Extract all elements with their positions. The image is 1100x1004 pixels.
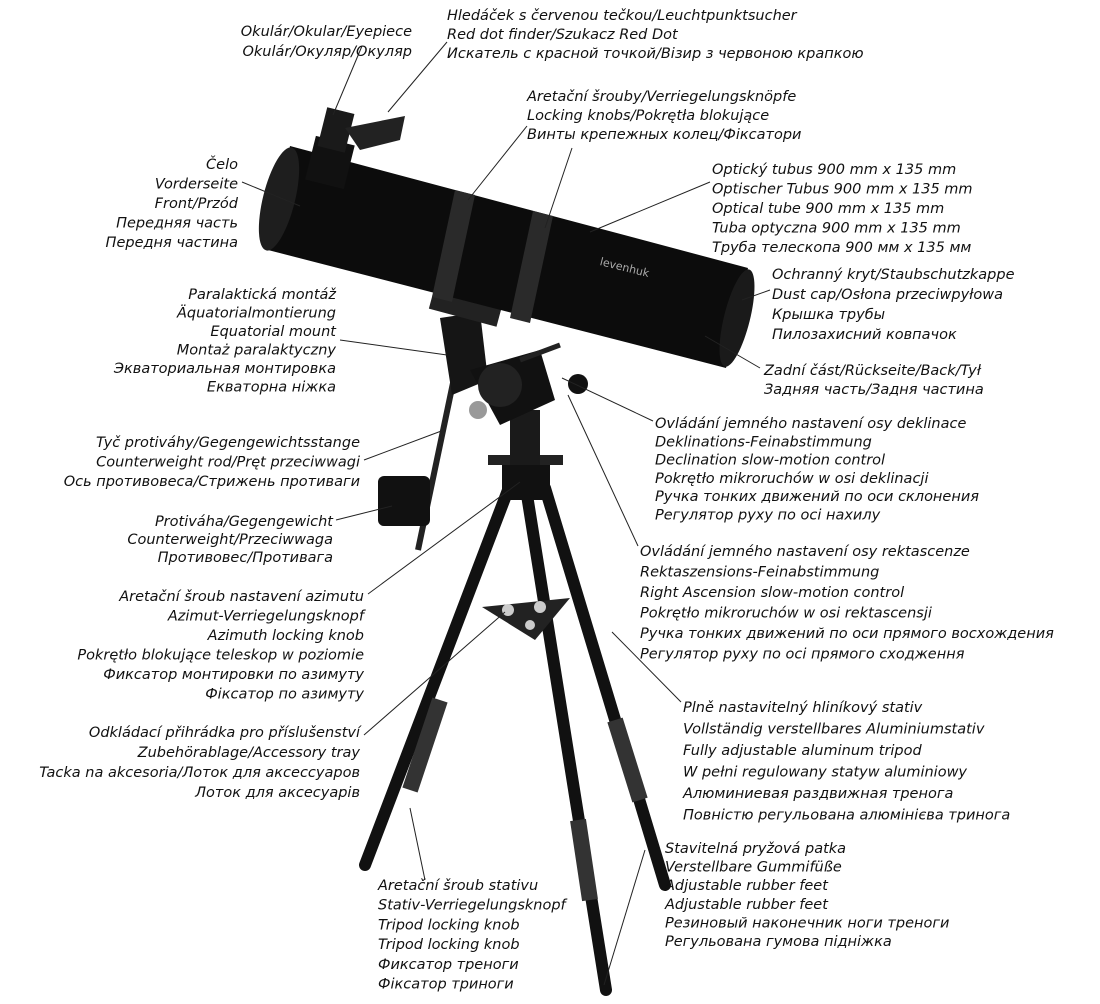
callout-label: Повністю регульована алюмінієва тринога [683, 808, 1010, 824]
callout-label: Фіксатор триноги [378, 977, 514, 993]
callout-label: Zadní část/Rückseite/Back/Tył [763, 363, 982, 379]
callout-label: Tripod locking knob [378, 937, 520, 953]
callout-label: Передня частина [106, 235, 238, 251]
callout-label: Paralaktická montáž [188, 287, 336, 303]
callout-label: Экваториальная монтировка [113, 361, 336, 377]
callout-label: Optical tube 900 mm x 135 mm [712, 201, 944, 217]
callout-label: Aretační šroub stativu [377, 878, 538, 894]
callout-label: Фиксатор монтировки по азимуту [103, 667, 364, 683]
callout-label: Регулятор руху по осі прямого сходження [640, 647, 965, 663]
callout-label: Pokrętło blokujące teleskop w poziomie [77, 648, 364, 664]
callout-label: Adjustable rubber feet [664, 897, 829, 913]
callout-label: Azimut-Verriegelungsknopf [167, 609, 366, 625]
callout-label: Ovládání jemného nastavení osy deklinace [655, 416, 966, 432]
callout-label: Dust cap/Osłona przeciwpyłowa [772, 287, 1003, 303]
callout-label: Задняя часть/Задня частина [764, 382, 984, 398]
callout-label: Montaż paralaktyczny [177, 343, 337, 359]
callout-label: Adjustable rubber feet [664, 878, 829, 894]
callout-label: Optický tubus 900 mm x 135 mm [712, 162, 956, 178]
callout-label: Екваторна ніжка [207, 380, 336, 396]
callout-label: Алюминиевая раздвижная тренога [682, 786, 953, 802]
callout-label: Stavitelná pryžová patka [665, 841, 846, 857]
callout-label: Right Ascension slow-motion control [640, 585, 904, 601]
callout-label: Azimuth locking knob [207, 628, 364, 644]
callout-label: Крышка трубы [772, 307, 885, 323]
callout-label: Front/Przód [155, 196, 239, 212]
callout-label: Equatorial mount [210, 324, 337, 340]
callout-label: Регулятор руху по осі нахилу [655, 508, 881, 524]
callout-label: Red dot finder/Szukacz Red Dot [447, 27, 679, 43]
callout-label: Counterweight rod/Pręt przeciwwagi [96, 455, 360, 471]
callout-label: Optischer Tubus 900 mm x 135 mm [712, 182, 973, 198]
callout-label: Hledáček s červenou tečkou/Leuchtpunktsu… [447, 8, 798, 24]
callout-label: Tuba optyczna 900 mm x 135 mm [712, 221, 961, 237]
callout-label: Передняя часть [116, 216, 238, 232]
callout-label: Tyč protiváhy/Gegengewichtsstange [96, 435, 360, 451]
callout-label: Ochranný kryt/Staubschutzkappe [772, 267, 1015, 283]
callout-label: Ручка тонких движений по оси прямого вос… [640, 626, 1054, 642]
callout-label: Plně nastavitelný hliníkový stativ [683, 700, 923, 716]
callout-label: Pokrętło mikroruchów w osi rektascensji [640, 606, 932, 622]
callout-label: Äquatorialmontierung [176, 304, 336, 322]
callout-label: W pełni regulowany statyw aluminiowy [683, 765, 967, 781]
callout-label: Pokrętło mikroruchów w osi deklinacji [655, 471, 928, 487]
callout-label: Counterweight/Przeciwwaga [127, 532, 333, 548]
callout-label: Пилозахисний ковпачок [772, 327, 957, 343]
callout-label: Čelo [206, 155, 238, 173]
callout-label: Protiváha/Gegengewicht [155, 514, 334, 530]
callout-label: Okulár/Okular/Eyepiece [241, 24, 412, 40]
callout-label: Vorderseite [155, 177, 238, 193]
callout-label: Rektaszensions-Feinabstimmung [640, 565, 879, 581]
callout-label: Declination slow-motion control [655, 453, 885, 469]
callout-label: Zubehörablage/Accessory tray [137, 745, 361, 761]
callout-label: Фіксатор по азимуту [205, 687, 364, 703]
callout-label: Ручка тонких движений по оси склонения [655, 489, 979, 505]
callout-label: Противовес/Противага [158, 550, 333, 566]
callout-label: Винты крепежных колец/Фіксатори [527, 127, 801, 143]
callout-label: Deklinations-Feinabstimmung [655, 434, 872, 450]
callout-label: Лоток для аксесуарів [194, 785, 360, 801]
callout-label: Aretační šrouby/Verriegelungsknöpfe [526, 89, 796, 105]
callout-label: Tacka na akcesoria/Лоток для аксессуаров [39, 765, 360, 781]
callout-label: Vollständig verstellbares Aluminiumstati… [683, 722, 985, 738]
callout-label: Ovládání jemného nastavení osy rektascen… [640, 544, 970, 560]
callout-label: Искатель с красной точкой/Візир з червон… [447, 46, 864, 62]
telescope-diagram: levenhuk Okulár/Okular/EyepieceOkulár/Ок… [0, 0, 1100, 1004]
callout-label: Ось противовеса/Стрижень противаги [64, 474, 360, 490]
callout-label: Резиновый наконечник ноги треноги [665, 915, 949, 931]
callout-label: Aretační šroub nastavení azimutu [118, 589, 364, 605]
callout-label: Okulár/Окуляр/Окуляр [242, 44, 412, 60]
callout-label: Stativ-Verriegelungsknopf [378, 898, 568, 914]
callout-label: Locking knobs/Pokrętła blokujące [527, 108, 769, 124]
callout-label: Fully adjustable aluminum tripod [683, 743, 923, 759]
callout-label: Odkládací přihrádka pro příslušenství [89, 725, 362, 741]
callout-label: Труба телескопа 900 мм x 135 мм [712, 240, 971, 256]
callout-label: Verstellbare Gummifüße [665, 860, 842, 876]
callout-label: Регульована гумова підніжка [665, 934, 892, 950]
callout-label: Фиксатор треноги [378, 957, 519, 973]
callout-label: Tripod locking knob [378, 917, 520, 933]
